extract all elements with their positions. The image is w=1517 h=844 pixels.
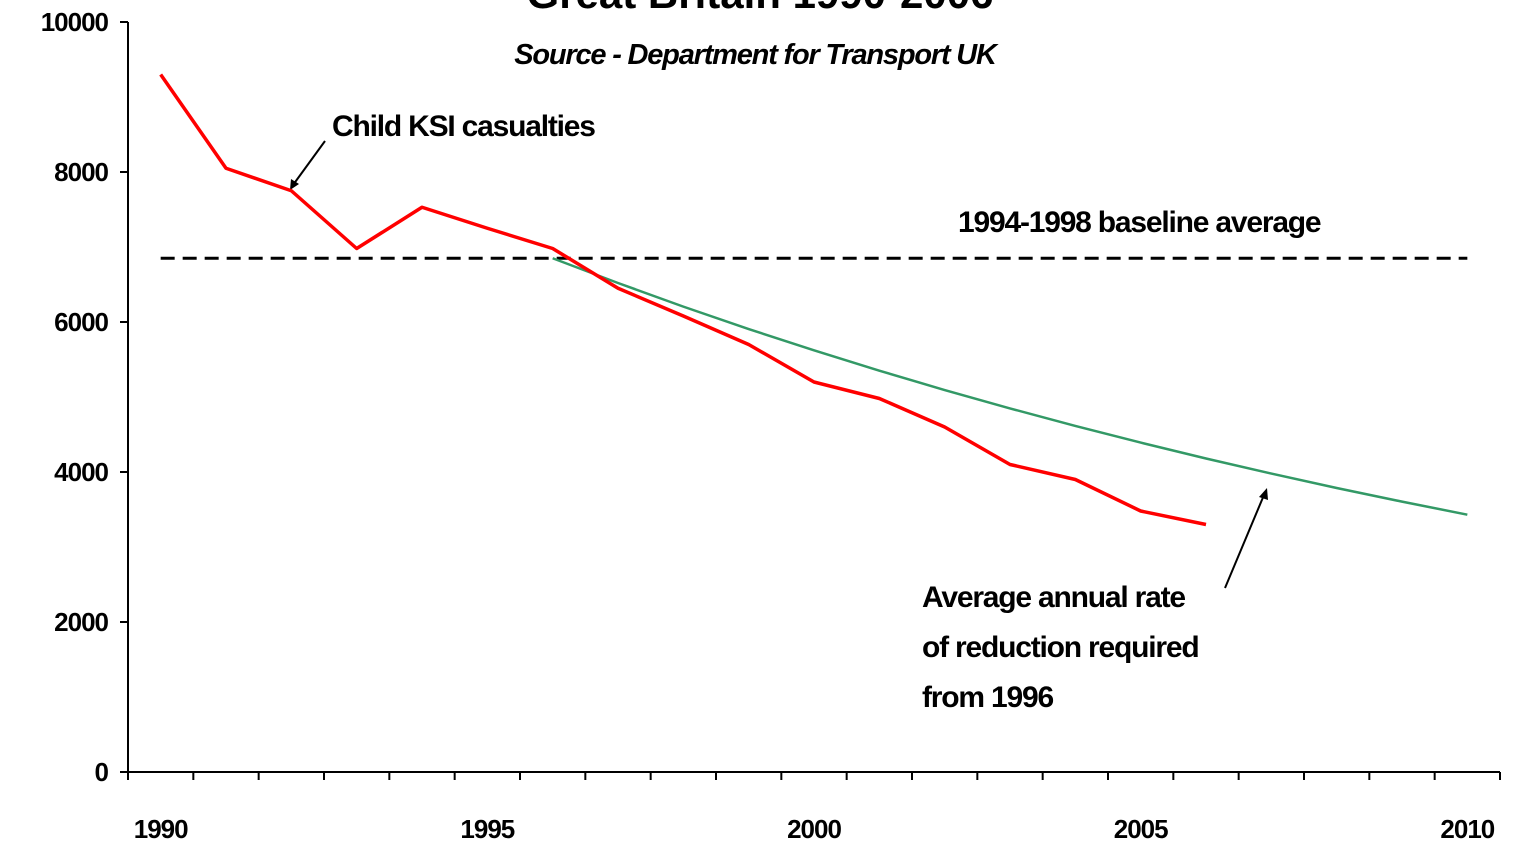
y-tick-label: 6000 — [54, 307, 108, 337]
y-tick-label: 8000 — [54, 157, 108, 187]
series-line — [159, 73, 1207, 527]
x-tick-label: 1990 — [134, 814, 188, 844]
series-line — [552, 257, 1468, 516]
annotation-text: from 1996 — [922, 681, 1053, 714]
arrow-head — [1259, 488, 1268, 500]
baseline-label: 1994-1998 baseline average — [958, 206, 1321, 239]
annotation-text: of reduction required — [922, 631, 1199, 664]
x-tick-label: 2000 — [787, 814, 841, 844]
series-annotation: Child KSI casualties — [332, 110, 595, 143]
y-tick-label: 0 — [95, 757, 109, 787]
annotation-arrow — [292, 140, 326, 186]
annotation-text: Average annual rate — [922, 581, 1185, 614]
x-tick-label: 2005 — [1114, 814, 1168, 844]
y-tick-label: 2000 — [54, 607, 108, 637]
x-tick-label: 1995 — [460, 814, 514, 844]
y-tick-label: 10000 — [41, 7, 109, 37]
y-tick-label: 4000 — [54, 457, 108, 487]
arrow-head — [290, 179, 299, 190]
chart-title: Great Britain 1990-2006 — [527, 0, 994, 17]
annotation-arrow — [1224, 494, 1265, 589]
chart-subtitle: Source - Department for Transport UK — [514, 39, 999, 71]
x-tick-label: 2010 — [1440, 814, 1494, 844]
